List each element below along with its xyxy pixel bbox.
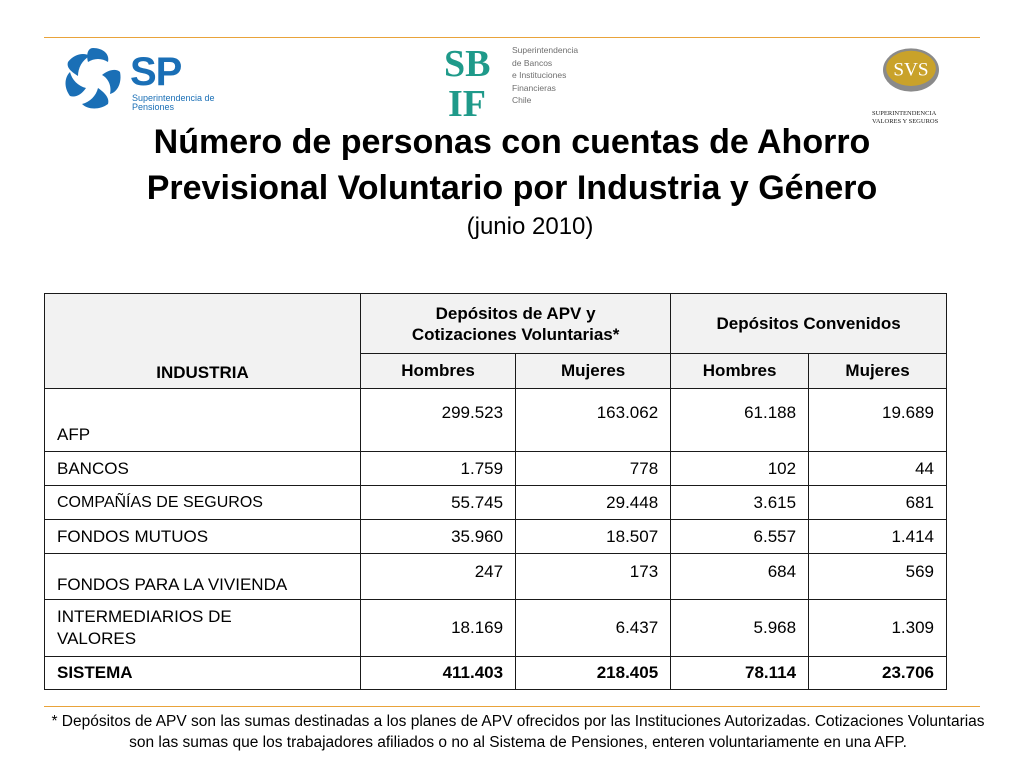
- sp-wordmark: SP: [130, 50, 182, 94]
- cell-apv-mujeres: 29.448: [515, 485, 672, 520]
- cell-apv-mujeres: 778: [515, 451, 672, 486]
- sbif-subtitle-line: Chile: [512, 95, 532, 105]
- cell-apv-hombres: 55.745: [359, 485, 517, 520]
- cell-conv-hombres: 78.114: [670, 656, 810, 690]
- sp-emblem-icon: [65, 48, 121, 109]
- svs-subtitle-line: SUPERINTENDENCIA: [872, 110, 937, 117]
- row-name: SISTEMA: [44, 656, 361, 690]
- cell-apv-mujeres: 18.507: [515, 519, 672, 554]
- row-name: BANCOS: [44, 451, 361, 486]
- cell-conv-hombres: 684: [670, 553, 810, 600]
- row-name: FONDOS PARA LA VIVIENDA: [44, 553, 361, 600]
- header-apv-line-1: Depósitos de APV y: [435, 303, 596, 323]
- table-row: INTERMEDIARIOS DE VALORES 18.169 6.437 5…: [44, 599, 947, 657]
- top-divider: [44, 37, 980, 38]
- cell-conv-hombres: 3.615: [670, 485, 810, 520]
- cell-conv-mujeres: 23.706: [808, 656, 947, 690]
- bottom-divider: [44, 706, 980, 707]
- row-name-line-2: VALORES: [57, 629, 137, 648]
- sbif-emblem-icon: SB IF: [444, 43, 490, 118]
- sp-subtitle: Superintendencia de Pensiones: [132, 93, 215, 112]
- cell-apv-hombres: 247: [359, 553, 517, 600]
- footnote: * Depósitos de APV son las sumas destina…: [51, 713, 985, 751]
- sbif-subtitle-line: e Instituciones: [512, 70, 567, 80]
- cell-apv-mujeres: 218.405: [515, 656, 672, 690]
- row-name-line-1: INTERMEDIARIOS DE: [57, 607, 232, 626]
- header-apv-hombres: Hombres: [359, 353, 517, 389]
- cell-conv-mujeres: 1.414: [808, 519, 947, 554]
- table-total-row: SISTEMA 411.403 218.405 78.114 23.706: [44, 656, 947, 690]
- header-conv-hombres: Hombres: [670, 353, 810, 389]
- row-name: AFP: [44, 388, 361, 452]
- page-title-line-1: Número de personas con cuentas de Ahorro: [153, 123, 871, 161]
- page-subtitle: (junio 2010): [466, 213, 594, 240]
- cell-conv-mujeres: 19.689: [808, 388, 947, 452]
- cell-conv-hombres: 102: [670, 451, 810, 486]
- cell-apv-mujeres: 163.062: [515, 388, 672, 452]
- table-row: COMPAÑÍAS DE SEGUROS 55.745 29.448 3.615…: [44, 485, 947, 520]
- sbif-logo: SB IF Superintendencia de Bancos e Insti…: [444, 42, 594, 120]
- svs-emblem-icon: SVS: [883, 48, 939, 92]
- sbif-subtitle-line: Financieras: [512, 82, 556, 93]
- sbif-subtitle-line: de Bancos: [512, 57, 553, 68]
- table-header-row: INDUSTRIA Depósitos de APV y Cotizacione…: [44, 293, 947, 389]
- header-apv-line-2: Cotizaciones Voluntarias*: [411, 324, 620, 344]
- sbif-subtitle: Superintendencia de Bancos e Institucion…: [512, 44, 578, 107]
- svs-logo: SVS SUPERINTENDENCIA VALORES Y SEGUROS: [866, 42, 978, 132]
- page-title-line-2: Previsional Voluntario por Industria y G…: [146, 169, 878, 207]
- cell-apv-hombres: 411.403: [359, 656, 517, 690]
- cell-conv-mujeres: 1.309: [808, 599, 947, 657]
- sbif-subtitle-line: Superintendencia: [512, 45, 579, 55]
- cell-conv-hombres: 61.188: [670, 388, 810, 452]
- cell-apv-hombres: 18.169: [359, 599, 517, 657]
- cell-apv-mujeres: 173: [515, 553, 672, 600]
- cell-conv-mujeres: 44: [808, 451, 947, 486]
- cell-apv-hombres: 35.960: [359, 519, 517, 554]
- cell-conv-mujeres: 569: [808, 553, 947, 600]
- sbif-letters-top: SB: [444, 43, 490, 85]
- cell-conv-hombres: 6.557: [670, 519, 810, 554]
- svs-subtitle-line: VALORES Y SEGUROS: [872, 118, 939, 125]
- header-apv-group: Depósitos de APV y Cotizaciones Voluntar…: [359, 293, 672, 354]
- table-row: FONDOS PARA LA VIVIENDA 247 173 684 569: [44, 553, 947, 600]
- table-row: FONDOS MUTUOS 35.960 18.507 6.557 1.414: [44, 519, 947, 554]
- header-convenidos-group: Depósitos Convenidos: [670, 293, 947, 354]
- cell-apv-hombres: 1.759: [359, 451, 517, 486]
- sbif-letters-bottom: IF: [448, 83, 486, 118]
- header-industria: INDUSTRIA: [44, 293, 361, 389]
- table-subheader-row: Hombres Mujeres Hombres Mujeres: [45, 353, 947, 389]
- svs-wordmark: SVS: [893, 60, 928, 81]
- cell-conv-mujeres: 681: [808, 485, 947, 520]
- header-conv-mujeres: Mujeres: [808, 353, 947, 389]
- cell-conv-hombres: 5.968: [670, 599, 810, 657]
- row-name: COMPAÑÍAS DE SEGUROS: [44, 485, 361, 520]
- cell-apv-mujeres: 6.437: [515, 599, 672, 657]
- svs-subtitle: SUPERINTENDENCIA VALORES Y SEGUROS: [872, 110, 972, 126]
- apv-table: INDUSTRIA Depósitos de APV y Cotizacione…: [44, 293, 947, 690]
- table-row: AFP 299.523 163.062 61.188 19.689: [44, 388, 947, 452]
- cell-apv-hombres: 299.523: [359, 388, 517, 452]
- header-apv-mujeres: Mujeres: [515, 353, 672, 389]
- row-name: INTERMEDIARIOS DE VALORES: [44, 599, 361, 657]
- row-name: FONDOS MUTUOS: [44, 519, 361, 554]
- table-row: BANCOS 1.759 778 102 44: [44, 451, 947, 486]
- sp-logo: SP Superintendencia de Pensiones: [58, 42, 218, 112]
